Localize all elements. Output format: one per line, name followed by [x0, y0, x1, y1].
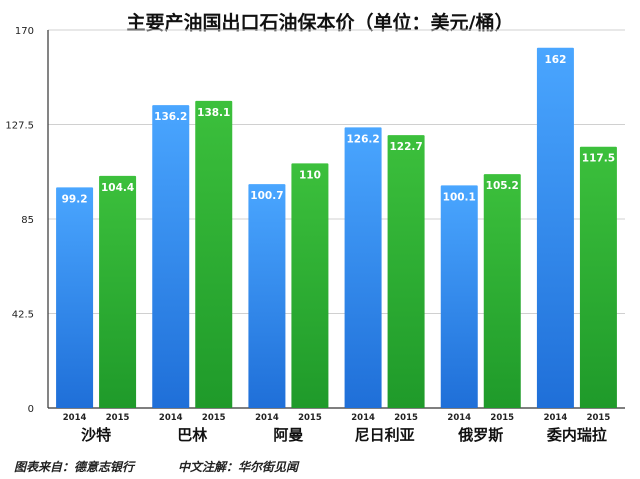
data-labels: 99.2 104.4 136.2 138.1 100.7 110 126.2 122.7 100…	[62, 54, 615, 206]
x-category-label: 委内瑞拉	[547, 426, 607, 444]
bar-2014	[440, 185, 478, 408]
x-tick-year-label: 2014	[255, 413, 279, 423]
bar-2015	[99, 175, 137, 408]
bar-2015	[291, 163, 329, 408]
bar-2014	[152, 105, 190, 408]
x-category-label: 沙特	[81, 426, 111, 444]
bar-2014	[248, 184, 286, 408]
data-label: 138.1	[197, 107, 230, 119]
bar-2015	[483, 174, 521, 408]
bar-2015	[195, 100, 233, 408]
bar-2015	[387, 135, 425, 408]
data-label: 110	[299, 169, 321, 181]
x-tick-year-label: 2014	[544, 413, 568, 423]
translation-note: 中文注解：华尔街见闻	[178, 460, 299, 474]
y-tick-label: 42.5	[12, 310, 34, 321]
data-label: 162	[544, 54, 566, 66]
bar-2014	[56, 187, 94, 408]
x-tick-year-label: 2015	[587, 413, 611, 423]
x-tick-year-label: 2014	[351, 413, 375, 423]
y-axis: 0 42.5 85 127.5 170	[5, 26, 625, 415]
x-tick-year-label: 2015	[202, 413, 226, 423]
data-label: 122.7	[389, 141, 422, 153]
bar-2014	[344, 127, 382, 408]
bar-2014	[536, 47, 574, 408]
chart-title: 主要产油国出口石油保本价（单位：美元/桶）	[126, 12, 514, 34]
data-label: 126.2	[346, 133, 379, 145]
x-category-label: 俄罗斯	[457, 426, 503, 444]
y-tick-label: 0	[28, 404, 34, 415]
y-tick-label: 127.5	[5, 121, 34, 132]
x-tick-year-label: 2014	[159, 413, 183, 423]
x-tick-year-label: 2014	[63, 413, 87, 423]
x-tick-year-label: 2015	[490, 413, 514, 423]
chart-footer: 图表来自：德意志银行 中文注解：华尔街见闻	[14, 458, 298, 475]
x-category-label: 巴林	[177, 426, 208, 444]
data-label: 104.4	[101, 182, 134, 194]
y-tick-label: 170	[15, 26, 34, 37]
x-tick-year-label: 2014	[447, 413, 471, 423]
source-note: 图表来自：德意志银行	[14, 460, 135, 474]
data-label: 105.2	[486, 180, 519, 192]
x-tick-year-label: 2015	[298, 413, 322, 423]
y-tick-label: 85	[21, 215, 34, 226]
data-label: 100.1	[443, 191, 476, 203]
x-category-label: 阿曼	[273, 426, 303, 444]
bars	[56, 47, 617, 408]
x-tick-year-label: 2015	[394, 413, 418, 423]
data-label: 117.5	[582, 153, 615, 165]
data-label: 99.2	[62, 193, 88, 205]
x-tick-year-label: 2015	[106, 413, 130, 423]
data-label: 136.2	[154, 111, 187, 123]
bar-2015	[579, 146, 617, 408]
x-category-label: 尼日利亚	[355, 426, 415, 444]
data-label: 100.7	[250, 190, 283, 202]
x-axis: 2014 2015 沙特 2014 2015 巴林 2014 2015 阿曼 2014 2015 尼日…	[63, 413, 611, 444]
